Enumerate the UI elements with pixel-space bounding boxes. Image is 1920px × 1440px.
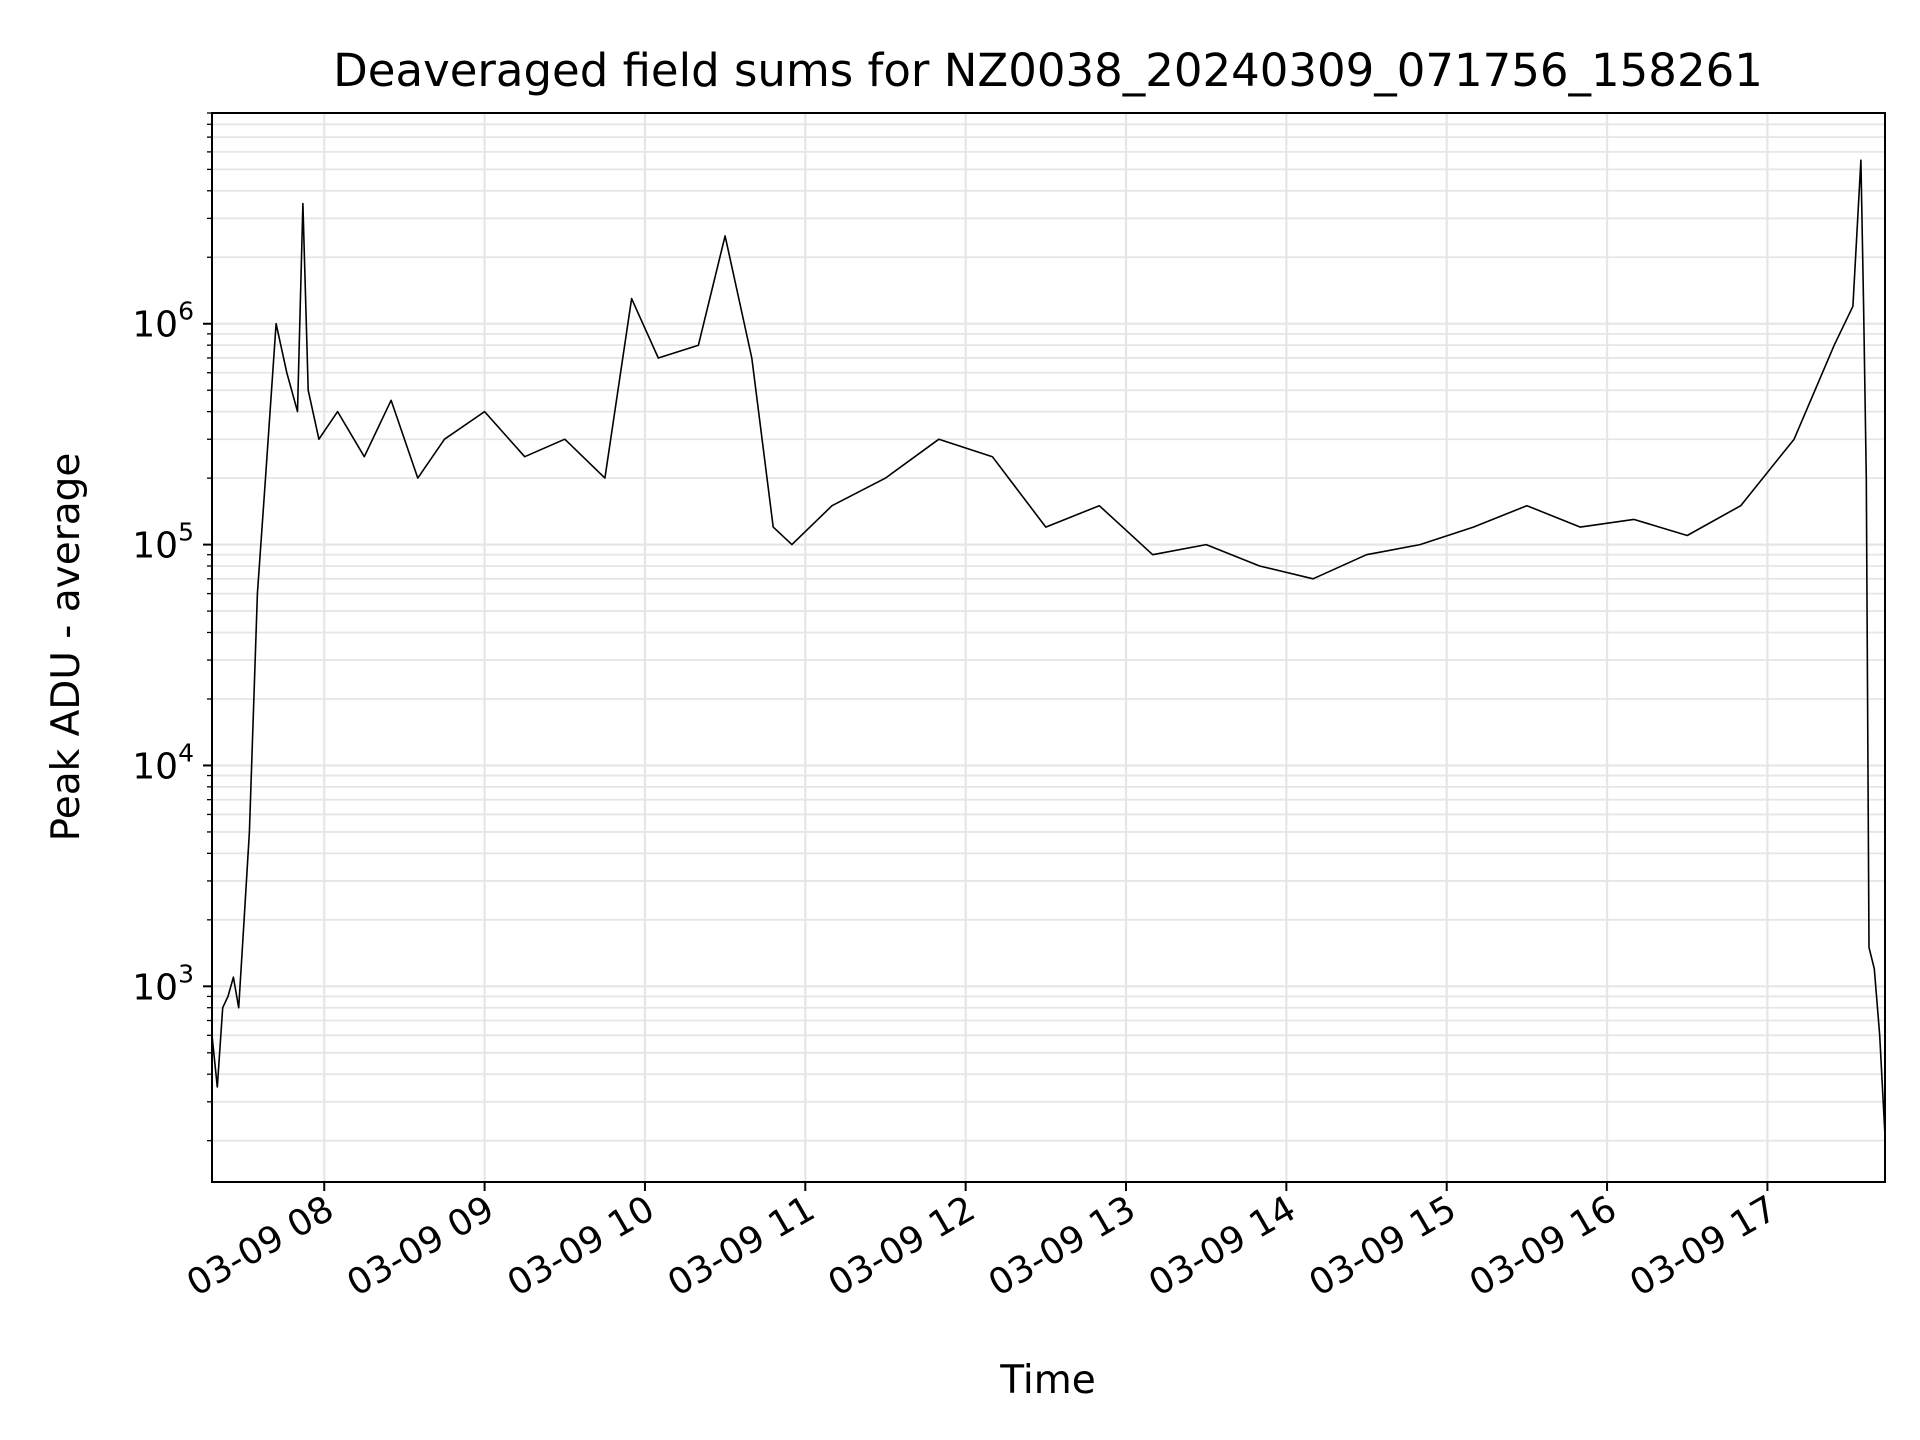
series-line xyxy=(211,159,1886,1137)
y-tick-label: 105 xyxy=(132,518,194,567)
grid xyxy=(212,112,1885,1182)
y-tick-label: 106 xyxy=(132,297,194,346)
y-axis-label: Peak ADU - average xyxy=(44,453,89,842)
y-tick-label: 103 xyxy=(132,959,194,1008)
chart-title: Deaveraged field sums for NZ0038_2024030… xyxy=(333,44,1763,97)
plot-area xyxy=(211,159,1886,1137)
x-axis-label: Time xyxy=(999,1358,1095,1403)
plot-frame xyxy=(211,112,1886,1183)
y-tick-label: 104 xyxy=(132,738,194,787)
